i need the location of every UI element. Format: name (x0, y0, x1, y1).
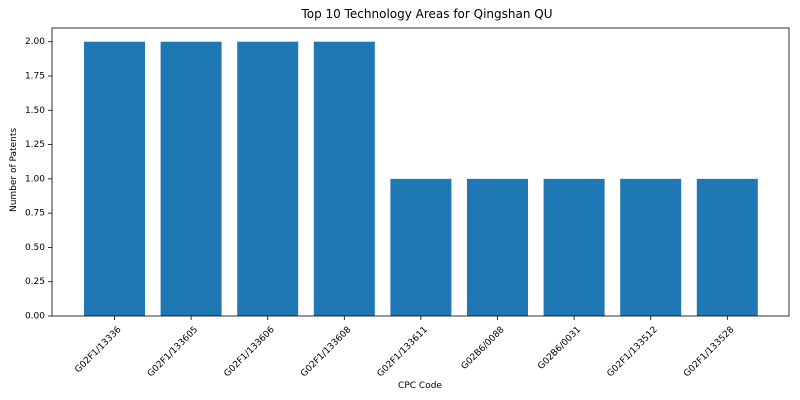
chart-title: Top 10 Technology Areas for Qingshan QU (300, 7, 552, 21)
x-tick-label: G02F1/133528 (682, 325, 736, 379)
bars-group (84, 42, 758, 316)
y-tick-label: 1.50 (25, 106, 45, 116)
bar-4 (314, 42, 375, 316)
x-tick-label: G02F1/133611 (376, 325, 430, 379)
x-axis-label: CPC Code (398, 381, 442, 391)
y-tick-label: 0.50 (25, 243, 45, 253)
bar-9 (697, 179, 758, 316)
y-tick-label: 1.00 (25, 174, 45, 184)
y-axis: 0.00 0.25 0.50 0.75 1.00 1.25 1.50 1.75 2.00 (25, 37, 52, 321)
x-tick-label: G02B6/0088 (460, 325, 507, 372)
bar-5 (390, 179, 451, 316)
y-tick-label: 2.00 (25, 37, 45, 47)
x-axis: G02F1/13336 G02F1/133605 G02F1/133606 G02F1… (73, 316, 736, 379)
bar-1 (84, 42, 145, 316)
y-axis-label: Number of Patents (9, 128, 19, 212)
bar-3 (237, 42, 298, 316)
y-tick-label: 0.25 (25, 277, 45, 287)
x-tick-label: G02F1/133512 (606, 325, 660, 379)
x-tick-label: G02F1/133605 (146, 325, 200, 379)
y-tick-label: 1.25 (25, 140, 45, 150)
bar-7 (544, 179, 605, 316)
x-tick-label: G02F1/133606 (223, 325, 277, 379)
y-tick-label: 0.75 (25, 209, 45, 219)
x-tick-label: G02B6/0031 (536, 325, 583, 372)
bar-8 (620, 179, 681, 316)
x-tick-label: G02F1/133608 (299, 325, 353, 379)
y-tick-label: 0.00 (25, 312, 45, 322)
bar-2 (161, 42, 222, 316)
y-tick-label: 1.75 (25, 72, 45, 82)
x-tick-label: G02F1/13336 (73, 325, 123, 375)
bar-6 (467, 179, 528, 316)
